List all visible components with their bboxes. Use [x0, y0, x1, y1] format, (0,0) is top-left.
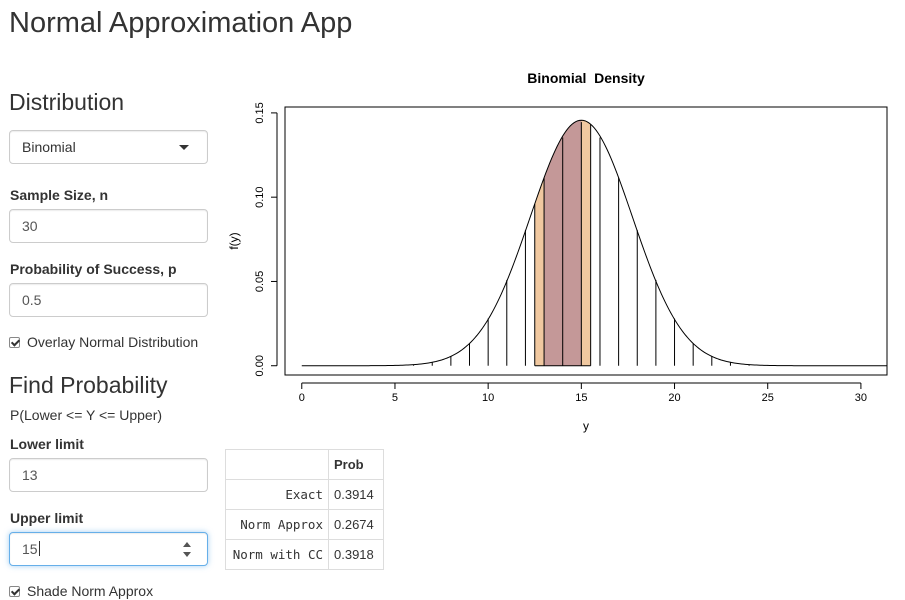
- row-label: Exact: [225, 479, 329, 510]
- y-tick-label: 0.00: [254, 355, 266, 376]
- binomial-density-chart: 0 5 10 15 20 25 30 0.00 0.05 0.10 0.15 Binomial Den…: [227, 70, 888, 433]
- find-probability-heading: Find Probability: [9, 372, 168, 398]
- x-tick-label: 15: [575, 392, 587, 404]
- normal-curve: [301, 119, 887, 367]
- distribution-heading: Distribution: [9, 89, 125, 115]
- x-tick-label: 5: [392, 392, 398, 404]
- distribution-select[interactable]: Binomial: [9, 130, 208, 164]
- check-icon: [9, 337, 20, 348]
- table-row: Exact 0.3914: [225, 479, 384, 510]
- y-tick-label: 0.05: [254, 271, 266, 292]
- x-tick-label: 0: [299, 392, 305, 404]
- chevron-down-icon: [179, 145, 189, 150]
- overlay-normal-checkbox[interactable]: Overlay Normal Distribution: [9, 333, 198, 351]
- prob-success-input[interactable]: 0.5: [9, 283, 208, 317]
- table-header-prob: Prob: [328, 449, 384, 480]
- row-label: Norm with CC: [225, 539, 329, 570]
- shade-norm-checkbox[interactable]: Shade Norm Approx: [9, 582, 153, 600]
- table-row: Norm with CC 0.3918: [225, 539, 384, 570]
- table-corner: [225, 449, 329, 480]
- lower-limit-label: Lower limit: [10, 436, 84, 452]
- sample-size-label: Sample Size, n: [10, 187, 109, 203]
- y-tick-label: 0.10: [254, 186, 266, 207]
- x-tick-label: 10: [482, 392, 494, 404]
- upper-limit-label: Upper limit: [10, 510, 84, 526]
- x-tick-label: 20: [668, 392, 680, 404]
- probability-table: Prob Exact 0.3914 Norm Approx 0.2674 Nor…: [225, 449, 384, 570]
- x-tick-label: 25: [762, 392, 774, 404]
- row-value: 0.2674: [328, 509, 384, 540]
- upper-limit-value: 15: [22, 541, 38, 557]
- prob-success-label: Probability of Success, p: [10, 261, 177, 277]
- check-icon: [9, 586, 20, 597]
- chart-title: Binomial Density: [527, 70, 645, 86]
- shade-norm-label: Shade Norm Approx: [27, 583, 154, 599]
- y-axis-label: f(y): [227, 232, 241, 249]
- y-tick-label: 0.15: [254, 102, 266, 123]
- text-cursor: [38, 541, 40, 556]
- overlay-normal-label: Overlay Normal Distribution: [27, 334, 199, 350]
- row-value: 0.3918: [328, 539, 384, 570]
- spinner-icon[interactable]: [183, 542, 193, 558]
- table-row: Norm Approx 0.2674: [225, 509, 384, 540]
- find-probability-subtitle: P(Lower <= Y <= Upper): [10, 407, 163, 423]
- sample-size-input[interactable]: 30: [9, 209, 208, 243]
- row-value: 0.3914: [328, 479, 384, 510]
- distribution-select-value: Binomial: [22, 139, 76, 155]
- plot-frame: [284, 106, 888, 376]
- upper-limit-input[interactable]: 15: [9, 532, 208, 566]
- x-tick-label: 30: [855, 392, 867, 404]
- lower-limit-input[interactable]: 13: [9, 458, 208, 492]
- x-axis-label: y: [583, 419, 589, 433]
- row-label: Norm Approx: [225, 509, 329, 540]
- app-title: Normal Approximation App: [9, 7, 353, 39]
